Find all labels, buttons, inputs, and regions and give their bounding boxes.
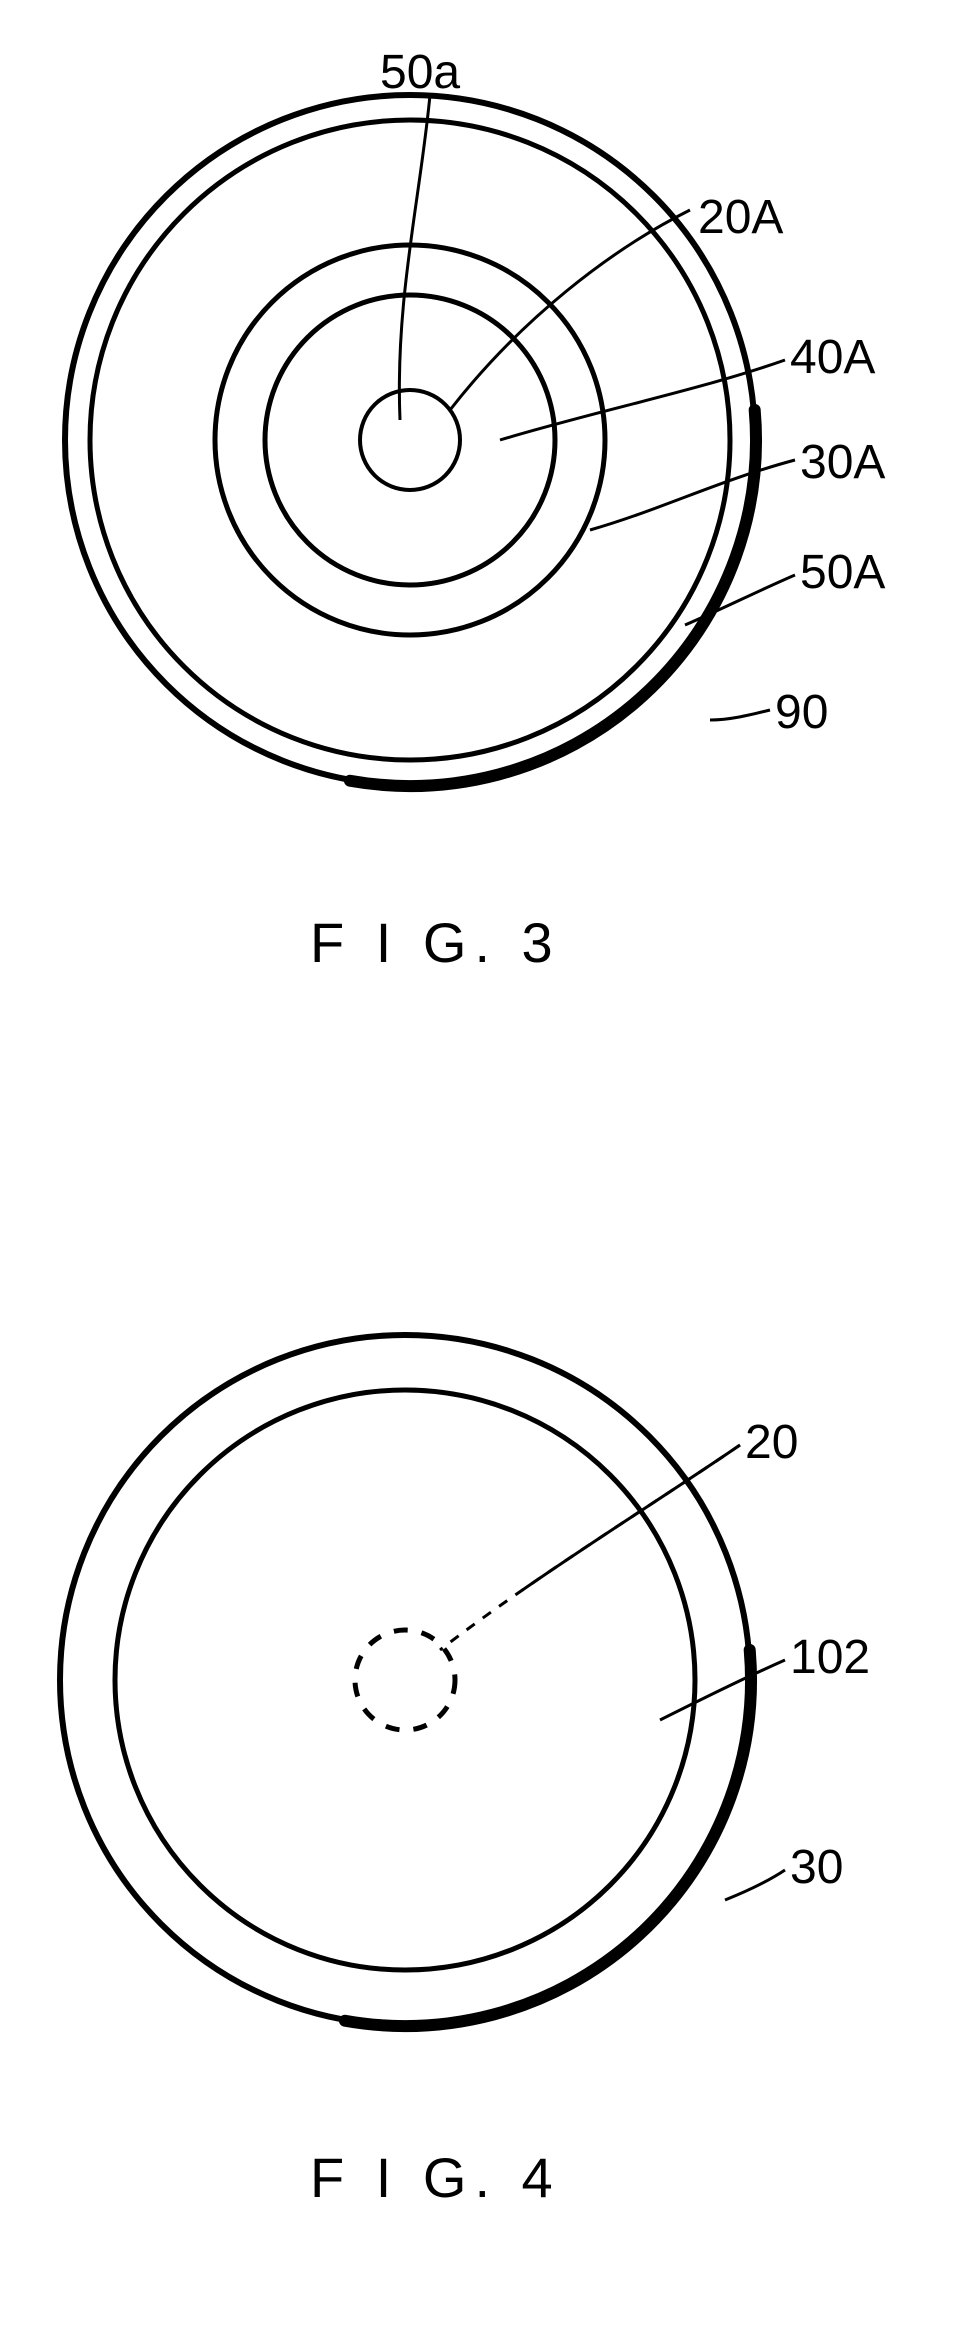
callout-50A: 50A bbox=[800, 545, 885, 600]
callout-90: 90 bbox=[775, 685, 828, 740]
callout-30: 30 bbox=[790, 1840, 843, 1895]
figure-4-label: F I G. 4 bbox=[310, 2145, 561, 2210]
callout-30A: 30A bbox=[800, 435, 885, 490]
callout-40A: 40A bbox=[790, 330, 875, 385]
page-root: F I G. 3 F I G. 4 50a 20A 40A 30A 50A 90… bbox=[0, 0, 970, 2335]
figure-3-svg bbox=[0, 0, 970, 1050]
callout-20: 20 bbox=[745, 1415, 798, 1470]
figure-4-svg bbox=[0, 970, 970, 2070]
callout-102: 102 bbox=[790, 1630, 870, 1685]
figure-3-label: F I G. 3 bbox=[310, 910, 561, 975]
callout-50a: 50a bbox=[380, 45, 460, 100]
callout-20A: 20A bbox=[698, 190, 783, 245]
